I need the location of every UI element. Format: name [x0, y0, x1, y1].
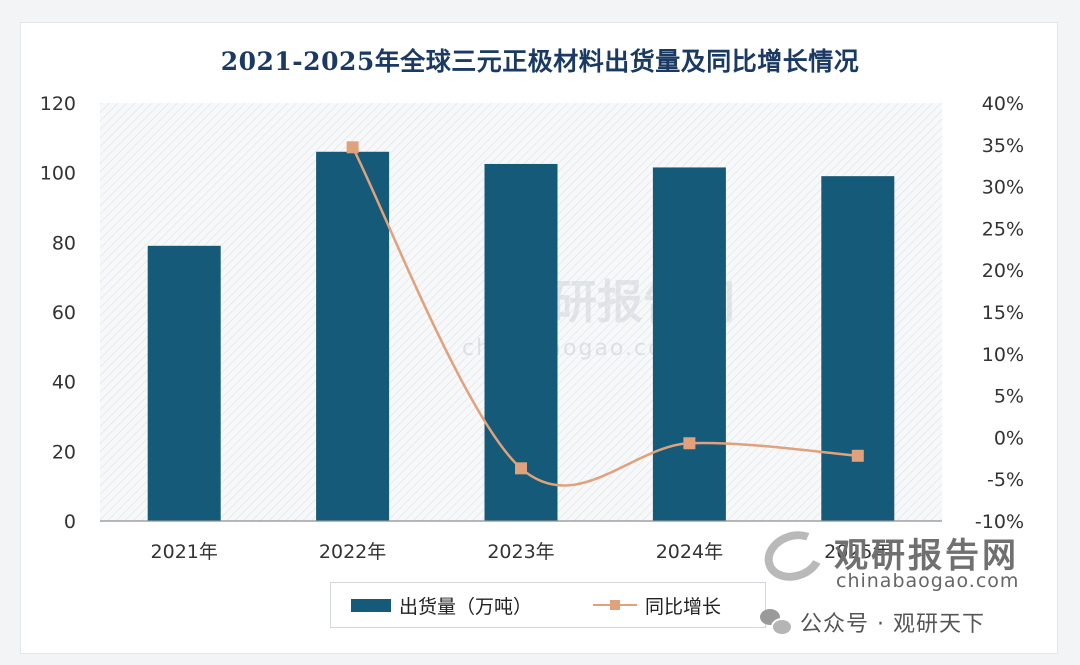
bar-2: [316, 151, 390, 521]
brand-logo: 观研报告网 chinabaogao.com: [757, 523, 1064, 592]
growth-marker-2: [346, 141, 359, 154]
x-tick-label: 2024年: [656, 541, 723, 563]
bar-1: [147, 245, 221, 522]
growth-marker-5: [851, 449, 864, 462]
growth-marker-3: [515, 462, 527, 475]
line-series: [346, 141, 864, 487]
right-tick-label: 35%: [982, 135, 1024, 157]
wechat-account-text: 公众号 · 观研天下: [800, 612, 985, 637]
x-axis-ticks: 2021年 2022年 2023年 2024年 2025年: [151, 541, 892, 563]
left-tick-label: 40: [52, 372, 76, 394]
legend-bar-swatch: [351, 598, 391, 612]
right-tick-label: 5%: [994, 386, 1024, 408]
legend-label-growth: 同比增长: [645, 595, 722, 618]
legend-item-shipments: 出货量（万吨）: [351, 583, 532, 627]
left-tick-label: 20: [52, 441, 76, 463]
chart-title: 2021-2025年全球三元正极材料出货量及同比增长情况: [220, 47, 860, 76]
legend-item-growth: 同比增长: [593, 583, 721, 627]
legend-label-shipments: 出货量（万吨）: [399, 595, 533, 618]
left-axis-ticks: 0 20 40 60 80 100 120: [40, 93, 76, 533]
left-tick-label: 60: [52, 302, 76, 324]
right-tick-label: 10%: [982, 344, 1024, 366]
bar-4: [652, 167, 726, 522]
brand-name: 观研报告网: [834, 536, 1019, 576]
x-tick-label: 2023年: [487, 541, 554, 563]
legend: 出货量（万吨） 同比增长: [330, 582, 766, 628]
growth-marker-4: [683, 437, 696, 450]
right-tick-label: 25%: [982, 218, 1024, 240]
right-tick-label: -10%: [975, 511, 1024, 533]
left-tick-label: 80: [52, 232, 76, 254]
right-tick-label: 30%: [982, 177, 1024, 199]
wechat-account: 公众号 · 观研天下: [760, 604, 985, 640]
right-tick-label: 40%: [982, 93, 1024, 115]
x-tick-label: 2021年: [151, 541, 218, 563]
wechat-icon: [760, 609, 793, 636]
bar-5: [821, 176, 895, 521]
right-tick-label: 0%: [994, 427, 1024, 449]
growth-line: [351, 146, 858, 487]
brand-swirl-icon: [757, 523, 831, 589]
x-tick-label: 2022年: [319, 541, 386, 563]
legend-line-swatch: [593, 599, 637, 611]
bar-3: [484, 163, 558, 522]
left-tick-label: 120: [40, 93, 76, 115]
right-tick-label: -5%: [987, 469, 1024, 491]
left-tick-label: 0: [64, 511, 76, 533]
right-tick-label: 15%: [982, 302, 1024, 324]
right-axis-ticks: -10% -5% 0% 5% 10% 15% 20% 25% 30% 35% 40%: [975, 93, 1024, 533]
brand-url: chinabaogao.com: [836, 570, 1020, 592]
right-tick-label: 20%: [982, 260, 1024, 282]
legend-line-marker: [610, 600, 620, 610]
x-tick-label: 2025年: [824, 541, 891, 563]
bar-series: [147, 151, 895, 522]
left-tick-label: 100: [40, 163, 76, 185]
